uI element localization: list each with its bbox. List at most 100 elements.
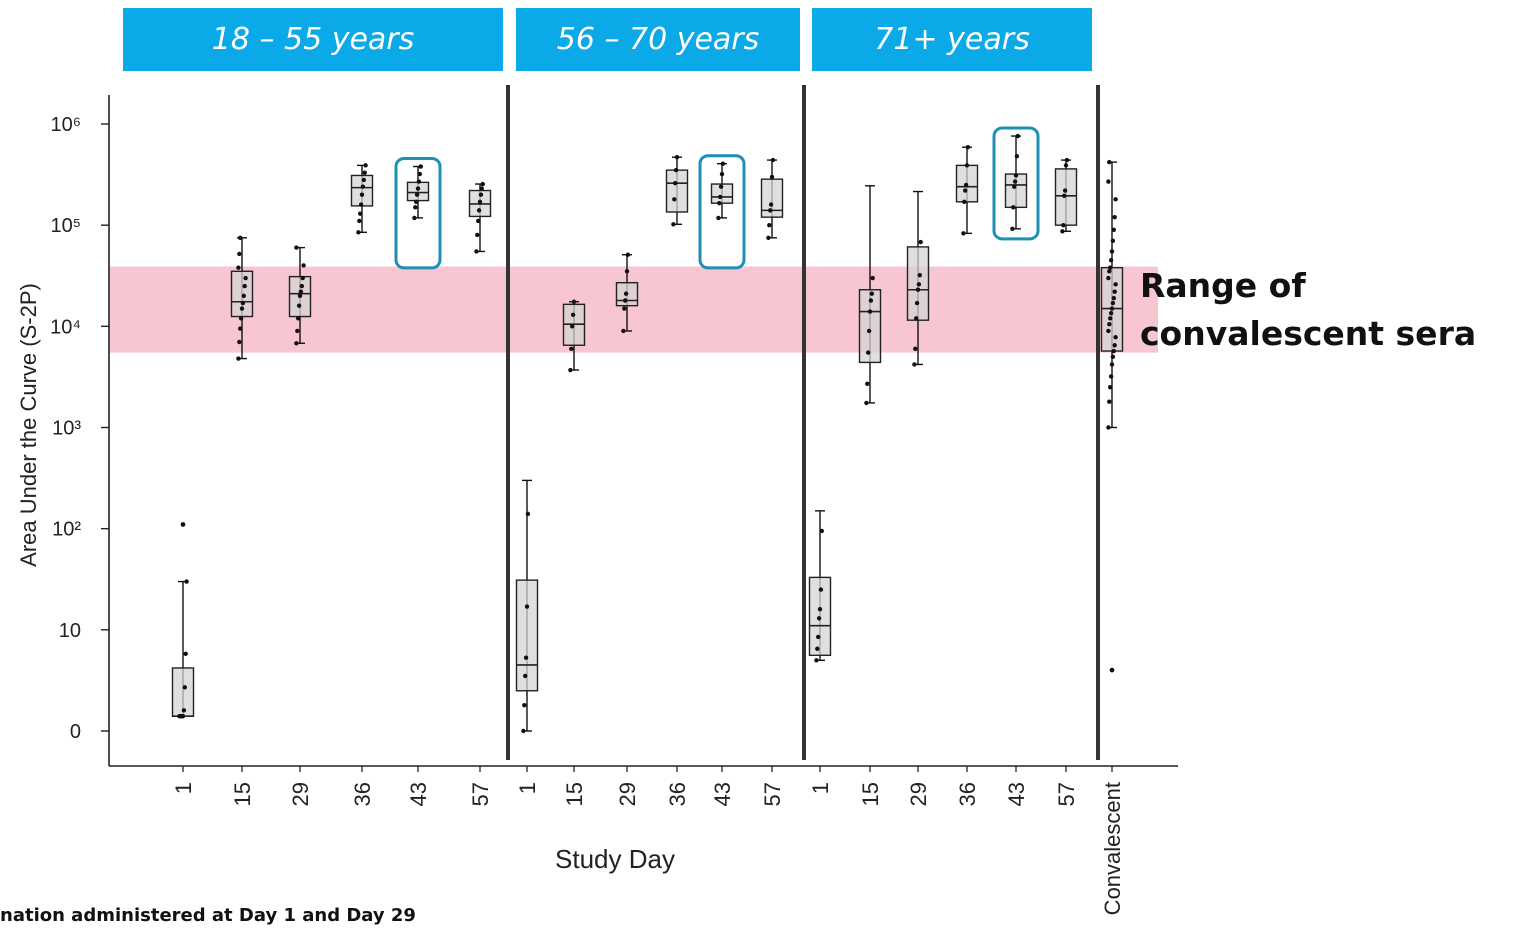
data-point	[358, 202, 364, 207]
x-axis-title: Study Day	[555, 844, 675, 874]
x-tick-label: 15	[230, 782, 255, 806]
box-group: 29	[906, 190, 931, 806]
x-tick-label: 29	[615, 782, 640, 806]
data-point	[768, 208, 773, 213]
data-point	[963, 182, 969, 188]
data-point	[300, 275, 305, 281]
data-point	[241, 293, 246, 299]
data-point	[363, 163, 368, 168]
data-point	[1113, 335, 1118, 340]
data-point	[1062, 193, 1067, 199]
data-point	[1111, 348, 1117, 354]
data-point	[1112, 289, 1117, 294]
data-point	[358, 211, 363, 216]
data-point	[361, 177, 366, 183]
data-point	[1108, 374, 1114, 379]
data-point	[716, 215, 721, 221]
x-tick-label: Convalescent	[1100, 782, 1125, 915]
data-point	[1064, 157, 1070, 163]
data-point	[767, 222, 772, 228]
band-label-line-2: convalescent sera	[1140, 314, 1477, 353]
data-point	[671, 222, 676, 227]
data-point	[298, 289, 304, 294]
divider-layer	[506, 85, 1100, 760]
data-point	[1015, 133, 1020, 139]
y-tick-label: 10³	[52, 418, 81, 440]
data-point	[720, 161, 726, 166]
data-point	[522, 702, 527, 708]
footnote: nation administered at Day 1 and Day 29	[0, 905, 416, 926]
data-point	[1111, 295, 1117, 301]
data-point	[356, 230, 361, 235]
x-tick-label: 43	[406, 782, 431, 806]
data-point	[865, 381, 870, 387]
data-point	[1108, 316, 1113, 321]
box-group: 1	[808, 510, 833, 794]
data-point	[674, 154, 680, 160]
data-point	[1013, 173, 1019, 178]
data-point	[478, 192, 484, 197]
data-point	[523, 655, 529, 660]
data-point	[1061, 222, 1066, 228]
data-point	[1113, 197, 1118, 202]
data-point	[768, 202, 774, 207]
data-point	[962, 199, 967, 205]
x-tick-label: 36	[955, 782, 980, 806]
data-point	[815, 646, 820, 651]
data-point	[301, 263, 306, 268]
data-point	[413, 205, 418, 210]
data-point	[625, 252, 631, 257]
data-point	[1110, 238, 1116, 244]
data-point	[868, 298, 874, 303]
data-point	[295, 328, 300, 334]
data-point	[1107, 321, 1112, 327]
data-point	[1107, 399, 1112, 404]
data-point	[476, 208, 482, 213]
data-point	[916, 282, 922, 287]
data-point	[418, 164, 423, 169]
data-point	[239, 306, 245, 311]
data-point	[769, 174, 775, 180]
y-tick-label: 10⁶	[51, 114, 81, 136]
convalescent-range-band	[109, 266, 1158, 353]
data-point	[569, 346, 574, 351]
data-point	[475, 232, 480, 238]
y-tick-label: 10⁵	[50, 215, 81, 237]
data-point	[816, 616, 822, 621]
x-tick-label: 57	[760, 782, 785, 806]
data-point	[1113, 282, 1118, 287]
data-point	[817, 606, 823, 612]
box-iqr	[760, 178, 784, 218]
data-point	[237, 251, 242, 257]
x-tick-label: 29	[906, 782, 931, 806]
axis-layer: 0 10 10² 10³ 10⁴ 10⁵ 10⁶	[50, 95, 1178, 767]
group-header-56-70: 56 – 70 years	[516, 8, 800, 71]
data-point	[299, 283, 304, 289]
box-iqr	[665, 169, 689, 213]
data-point	[816, 634, 821, 640]
data-point	[1012, 179, 1018, 184]
data-point	[866, 350, 871, 355]
data-point	[237, 339, 242, 345]
data-point	[294, 245, 299, 250]
data-point	[523, 673, 528, 679]
data-point	[182, 685, 187, 690]
data-point	[571, 299, 577, 304]
x-tick-label: 43	[1004, 782, 1029, 806]
x-tick-label: 43	[710, 782, 735, 806]
data-point	[766, 235, 771, 241]
data-point	[1106, 328, 1111, 334]
box-group: 15	[562, 299, 587, 806]
data-point	[236, 265, 241, 270]
data-point	[912, 362, 917, 367]
data-point	[673, 180, 678, 186]
data-point	[818, 587, 824, 592]
data-point	[474, 249, 479, 254]
data-point	[480, 181, 485, 187]
data-point	[294, 341, 299, 346]
data-point	[568, 367, 573, 373]
data-point	[521, 728, 526, 734]
data-point	[417, 171, 422, 177]
data-point	[623, 291, 629, 296]
